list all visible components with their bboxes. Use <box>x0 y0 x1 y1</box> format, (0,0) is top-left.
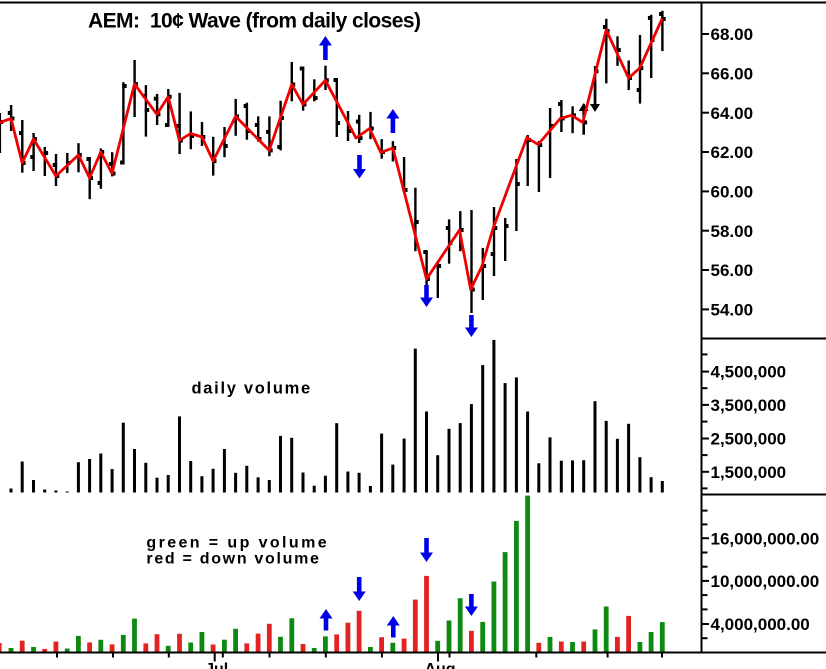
svg-text:16,000,000.00: 16,000,000.00 <box>711 529 820 548</box>
svg-text:4,000,000.00: 4,000,000.00 <box>711 615 810 634</box>
svg-text:AEM: 10¢ Wave (from daily clo: AEM: 10¢ Wave (from daily closes) <box>88 10 421 33</box>
svg-text:daily volume: daily volume <box>192 380 312 398</box>
svg-text:Jul: Jul <box>205 661 228 669</box>
svg-text:10,000,000.00: 10,000,000.00 <box>711 572 820 591</box>
svg-text:66.00: 66.00 <box>711 64 754 83</box>
svg-text:64.00: 64.00 <box>711 104 754 123</box>
svg-text:2,500,000: 2,500,000 <box>711 430 787 449</box>
svg-text:Aug: Aug <box>424 661 455 669</box>
svg-text:4,500,000: 4,500,000 <box>711 363 787 382</box>
svg-text:green = up volume: green = up volume <box>146 535 329 552</box>
svg-text:54.00: 54.00 <box>711 301 754 320</box>
svg-text:3,500,000: 3,500,000 <box>711 396 787 415</box>
svg-text:62.00: 62.00 <box>711 143 754 162</box>
svg-text:58.00: 58.00 <box>711 222 754 241</box>
svg-text:red = down volume: red = down volume <box>146 551 320 568</box>
svg-text:56.00: 56.00 <box>711 261 754 280</box>
svg-text:60.00: 60.00 <box>711 183 754 202</box>
svg-text:1,500,000: 1,500,000 <box>711 463 787 482</box>
svg-text:68.00: 68.00 <box>711 25 754 44</box>
